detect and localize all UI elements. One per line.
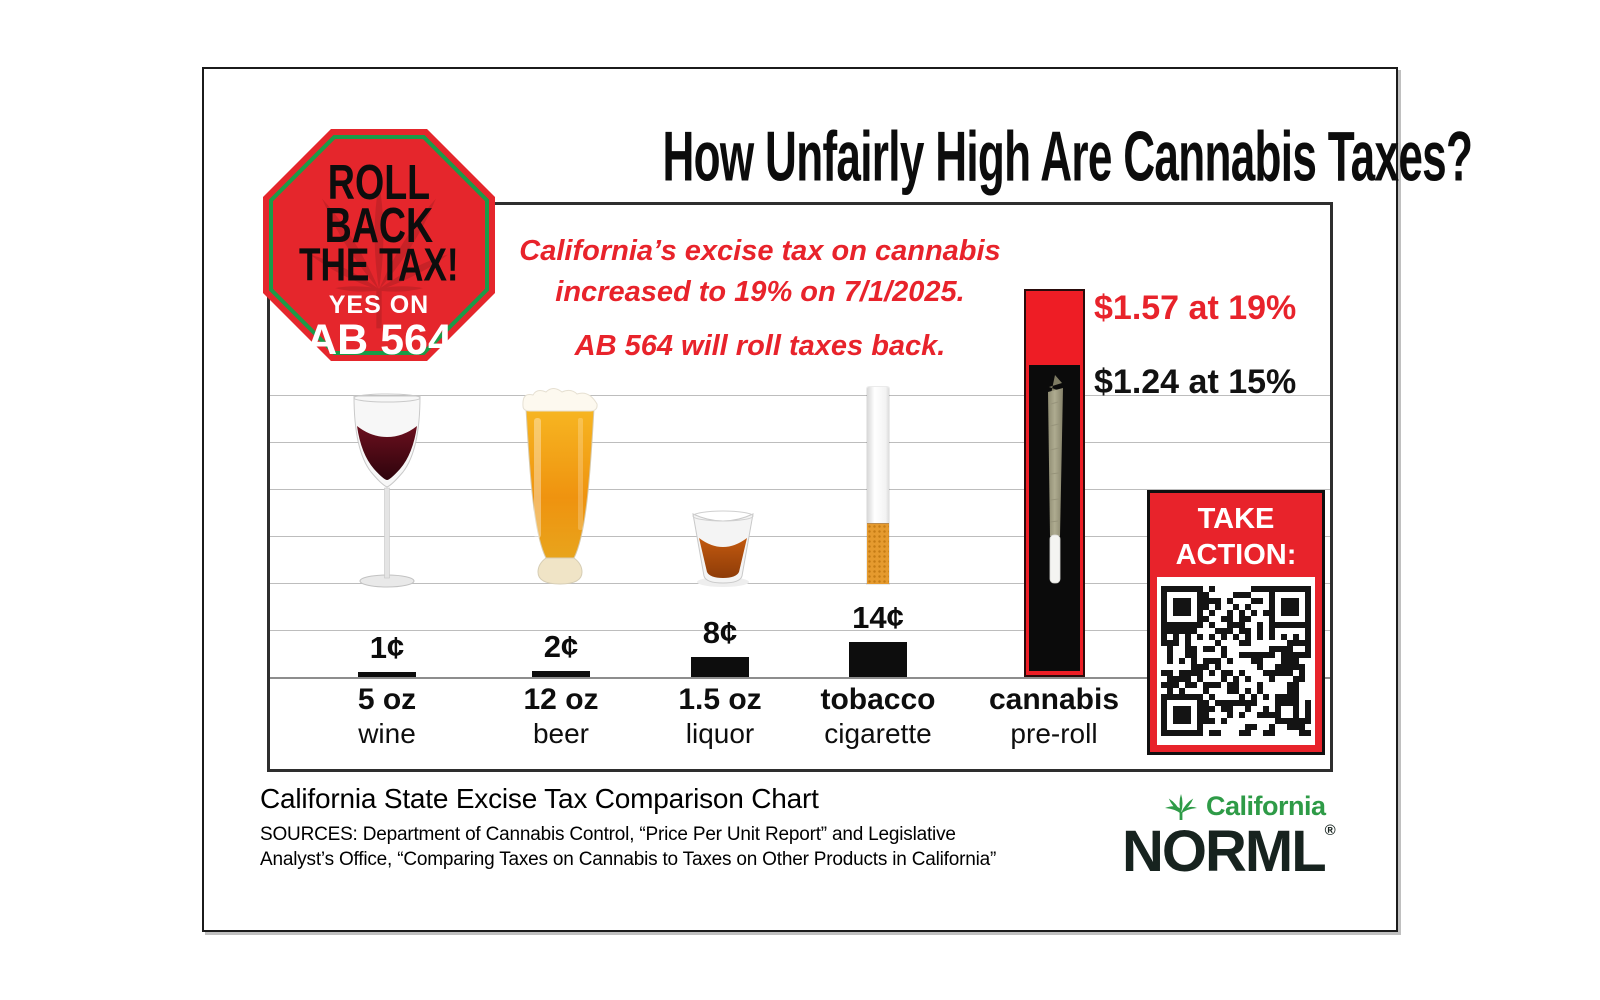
bar-value-tobacco: 14¢ (852, 600, 904, 635)
badge-line-the-tax: THE TAX! (299, 240, 459, 292)
registered-trademark-symbol: ® (1324, 822, 1336, 839)
category-name-wine: wine (358, 718, 416, 749)
bar-cannabis-tax-15pct (1029, 365, 1080, 671)
wine-glass-image (353, 393, 421, 588)
take-action-box: TAKE ACTION: (1147, 490, 1325, 755)
pre-roll-joint-image (1047, 375, 1063, 584)
badge-line-back: BACK (324, 196, 434, 253)
category-size-tobacco: tobacco (820, 683, 936, 716)
bar-liquor-tax (691, 657, 749, 677)
bar-beer-tax (532, 671, 590, 677)
gridline (270, 583, 1330, 584)
badge-yes-on: YES ON (328, 290, 430, 319)
california-norml-logo: California NORML® (1122, 791, 1362, 881)
cannabis-price-19pct-label: $1.57 at 19% (1094, 289, 1297, 327)
category-name-tobacco: cigarette (824, 718, 932, 749)
take-action-line-1: TAKE (1197, 503, 1275, 535)
bar-wine-tax (358, 672, 416, 677)
rollback-the-tax-badge: ROLL BACK THE TAX! YES ON AB 564 (263, 129, 495, 364)
logo-region-text: California (1206, 791, 1326, 821)
category-name-cannabis: pre-roll (1010, 718, 1098, 749)
bar-tobacco-tax (849, 642, 907, 677)
gridline (270, 489, 1330, 490)
badge-slogan: ROLL BACK THE TAX! (263, 153, 495, 292)
gridline (270, 536, 1330, 537)
chart-caption: California State Excise Tax Comparison C… (260, 783, 819, 814)
category-name-beer: beer (532, 718, 590, 749)
category-label-cannabis: cannabis pre-roll (969, 683, 1139, 750)
chart-baseline (270, 677, 1330, 679)
bar-value-wine: 1¢ (369, 630, 405, 665)
callout-line-2: increased to 19% on 7/1/2025. (555, 275, 965, 308)
sources-line-2: Analyst’s Office, “Comparing Taxes on Ca… (260, 849, 997, 871)
category-label-tobacco: tobacco cigarette (793, 683, 963, 750)
cannabis-leaf-logo-icon (1165, 794, 1197, 820)
badge-ab-564: AB 564 (306, 315, 452, 364)
category-size-liquor: 1.5 oz (678, 683, 762, 716)
qr-code (1157, 577, 1315, 745)
bar-cannabis-tax-19pct (1024, 289, 1085, 677)
logo-org-text: NORML® (1122, 822, 1362, 881)
cigarette-filter (867, 523, 889, 584)
category-label-wine: 5 oz wine (302, 683, 472, 750)
qr-code-image (1161, 586, 1311, 736)
shot-glass-image (692, 510, 754, 587)
sources-line-1: SOURCES: Department of Cannabis Control,… (260, 824, 956, 845)
cigarette-image (867, 387, 889, 584)
gridline (270, 630, 1330, 631)
sources-note: SOURCES: Department of Cannabis Control,… (260, 822, 996, 873)
page-title: How Unfairly High Are Cannabis Taxes? (489, 118, 1473, 196)
category-size-cannabis: cannabis (988, 683, 1120, 716)
tax-increase-callout: California’s excise tax on cannabis incr… (485, 231, 1035, 367)
gridline (270, 442, 1330, 443)
category-size-beer: 12 oz (523, 683, 599, 716)
category-label-beer: 12 oz beer (476, 683, 646, 750)
take-action-label: TAKE ACTION: (1150, 502, 1322, 574)
callout-line-1: California’s excise tax on cannabis (519, 235, 1001, 267)
bar-value-beer: 2¢ (543, 629, 579, 664)
category-name-liquor: liquor (685, 718, 755, 749)
bar-value-liquor: 8¢ (702, 615, 738, 650)
cannabis-leaf-watermark-icon (310, 182, 448, 329)
category-size-wine: 5 oz (357, 683, 417, 716)
cannabis-price-15pct-label: $1.24 at 15% (1094, 363, 1297, 401)
gridline (270, 395, 1330, 396)
category-label-liquor: 1.5 oz liquor (635, 683, 805, 750)
beer-glass-image (522, 388, 598, 585)
infographic-card: How Unfairly High Are Cannabis Taxes? (202, 67, 1473, 932)
logo-org-word: NORML (1122, 819, 1327, 884)
take-action-line-2: ACTION: (1175, 538, 1297, 571)
badge-content: ROLL BACK THE TAX! YES ON AB 564 (263, 129, 495, 364)
badge-line-roll: ROLL (327, 153, 431, 210)
page-title-text: How Unfairly High Are Cannabis Taxes? (662, 117, 1473, 197)
callout-line-3: AB 564 will roll taxes back. (574, 330, 946, 363)
